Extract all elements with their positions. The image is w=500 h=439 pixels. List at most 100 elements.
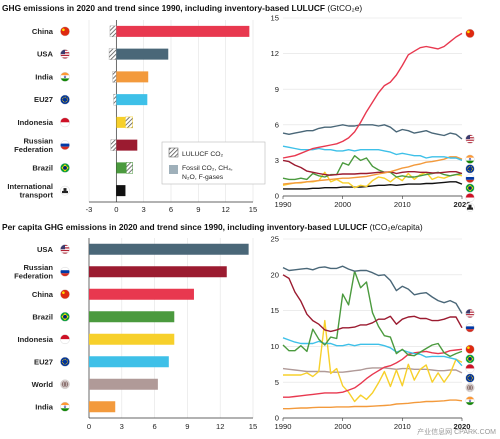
flag-field xyxy=(60,289,70,299)
bottom-bar-category-label: Russian xyxy=(23,263,53,272)
flag-outline xyxy=(60,266,70,277)
flag-body xyxy=(60,402,70,412)
eu-flag-icon xyxy=(60,94,70,105)
ship-hull xyxy=(467,207,473,210)
bottom-bar-x-tick-label: 12 xyxy=(216,422,224,431)
flag-band xyxy=(60,267,70,271)
eu-flag-icon xyxy=(60,356,70,367)
flag-stripe xyxy=(465,315,475,317)
top-bar-chart: -3 0 3 6 9 12 15 China USA India EU27 Indonesia Russ… xyxy=(7,20,257,214)
top-bar-fossil-indonesia xyxy=(116,116,126,128)
top-line-line-international-transport xyxy=(283,181,463,190)
ship-icon xyxy=(465,202,475,212)
flag-body xyxy=(60,289,70,299)
legend-fossil-label-1: Fossil CO₂, CH₄, xyxy=(182,165,233,172)
flag-band xyxy=(60,143,70,147)
flag-body xyxy=(465,202,475,212)
bottom-bar-eu27 xyxy=(89,356,169,368)
bottom-line-y-tick-label: 5 xyxy=(275,378,279,387)
globe-meridian xyxy=(468,384,472,391)
top-bar-lulucf-brazil xyxy=(126,162,133,174)
eu-flag-icon xyxy=(465,164,475,174)
flag-band xyxy=(465,157,475,161)
bottom-bar-brazil xyxy=(89,311,175,323)
bottom-bar-category-label: Brazil xyxy=(32,312,53,321)
ship-cabin xyxy=(468,204,472,208)
legend-fossil-swatch xyxy=(169,165,178,174)
flag-stars xyxy=(467,165,473,172)
top-bar-fossil-china xyxy=(116,25,250,37)
flag-band xyxy=(60,334,70,340)
flag-outline xyxy=(465,308,475,318)
flag-field xyxy=(465,344,475,354)
flag-band xyxy=(60,75,70,79)
flag-body xyxy=(60,49,70,59)
watermark: 产业信息网 CPARK.COM xyxy=(417,429,496,436)
flag-stars xyxy=(467,375,473,381)
flag-outline xyxy=(465,396,475,406)
flag-outline xyxy=(60,94,70,105)
top-line-y-tick-label: 15 xyxy=(271,14,279,23)
flag-band xyxy=(465,399,475,403)
flag-band xyxy=(60,146,70,150)
globe-meridian xyxy=(63,380,67,388)
bottom-line-line-indonesia xyxy=(283,319,463,403)
top-bar-x-tick-label: 12 xyxy=(221,205,229,214)
bottom-line-line-brazil xyxy=(282,270,463,358)
flag-star xyxy=(467,346,470,349)
flag-star xyxy=(62,291,65,294)
flag-outline xyxy=(465,183,475,193)
flag-band xyxy=(465,160,475,164)
legend: LULUCF CO₂ Fossil CO₂, CH₄, N₂O, F-gases xyxy=(161,141,266,185)
flag-body xyxy=(60,163,70,173)
top-line-y-tick-label: 9 xyxy=(275,85,279,94)
flag-body xyxy=(465,29,475,38)
flag-outline xyxy=(465,323,475,333)
flag-body xyxy=(465,344,475,354)
flag-band xyxy=(465,179,475,183)
bottom-bar-category-label: China xyxy=(32,290,54,299)
bottom-bar-china xyxy=(89,288,194,300)
top-bar-category-label: transport xyxy=(20,190,54,199)
bottom-bar-russian-federation xyxy=(89,266,227,278)
russia-flag-icon xyxy=(60,266,70,277)
flag-outline xyxy=(465,154,475,164)
flag-body xyxy=(465,396,475,406)
top-bar-category-label: India xyxy=(35,72,53,81)
top-bar-fossil-brazil xyxy=(116,162,127,174)
ship-hull xyxy=(62,190,68,194)
flag-field xyxy=(465,29,475,38)
flag-field xyxy=(60,26,70,36)
flag-body xyxy=(465,193,475,202)
flag-band xyxy=(60,402,70,406)
flag-outline xyxy=(60,26,70,37)
bottom-bar-x-tick-label: 9 xyxy=(185,422,189,431)
brazil-flag-icon xyxy=(60,311,70,322)
bottom-line-y-tick-label: 20 xyxy=(271,270,279,279)
top-line-line-eu27 xyxy=(282,145,463,162)
flag-stripe xyxy=(465,139,475,141)
china-flag-icon xyxy=(465,344,475,354)
bottom-line-y-tick-label: 0 xyxy=(275,414,279,423)
flag-body xyxy=(465,183,475,193)
top-bar-x-tick-label: -3 xyxy=(86,205,93,214)
top-bar-lulucf-indonesia xyxy=(125,116,133,129)
bottom-bar-indonesia xyxy=(89,333,175,345)
top-bar-fossil-russian-federation xyxy=(116,139,138,151)
flag-body xyxy=(60,379,70,389)
top-line-line-china xyxy=(282,32,463,159)
top-bar-category-label: EU27 xyxy=(34,95,53,104)
top-bar-fossil-usa xyxy=(116,48,169,60)
india-flag-icon xyxy=(465,154,475,164)
top-line-line-india xyxy=(282,156,463,185)
flag-stripe xyxy=(465,316,475,318)
usa-flag-icon xyxy=(465,308,475,318)
flag-body xyxy=(465,154,475,164)
flag-outline xyxy=(465,173,475,183)
flag-globe xyxy=(468,357,472,361)
russia-flag-icon xyxy=(465,173,475,183)
indonesia-flag-icon xyxy=(465,363,475,373)
flag-canton xyxy=(60,244,65,250)
indonesia-flag-icon xyxy=(60,334,70,345)
